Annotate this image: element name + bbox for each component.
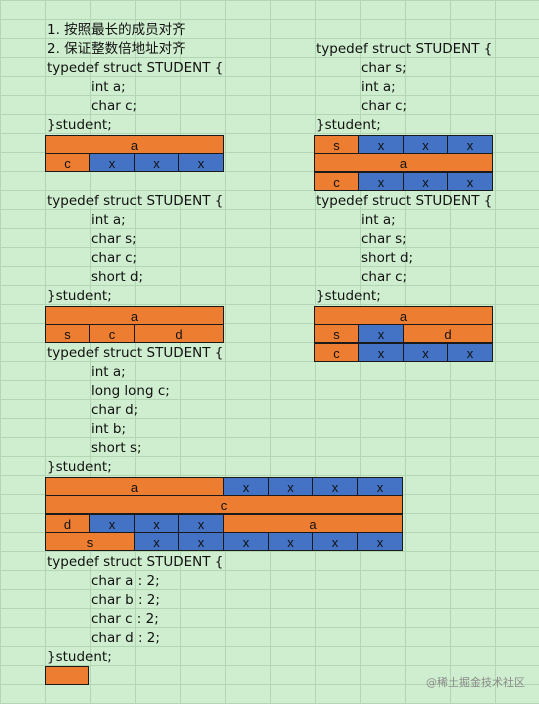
struct-member: char s; [361,231,407,247]
struct-member: short d; [361,250,414,266]
memory-cell-padding: x [178,532,224,551]
struct-member: short d; [91,269,144,285]
memory-cell-member: a [223,514,403,533]
struct-close: }student; [47,288,112,304]
memory-cell-padding: x [178,514,224,533]
memory-cell-padding: x [403,172,448,191]
memory-cell-padding: x [357,477,403,496]
struct-close: }student; [47,117,112,133]
struct-open: typedef struct STUDENT { [47,193,224,209]
memory-cell-member: d [403,324,493,343]
rule-2: 2. 保证整数倍地址对齐 [47,41,186,57]
memory-cell-member: s [45,532,135,551]
memory-cell-member: a [45,306,224,325]
struct-close: }student; [47,459,112,475]
struct-close: }student; [316,288,381,304]
struct-member: char s; [91,231,137,247]
memory-cell-member: c [314,343,359,362]
struct-open: typedef struct STUDENT { [47,554,224,570]
memory-cell-padding: x [268,477,313,496]
memory-cell-padding: x [178,153,224,172]
struct-member: char c; [91,98,138,114]
memory-cell-padding: x [223,532,269,551]
rule-1: 1. 按照最长的成员对齐 [47,22,186,38]
struct-member: char c; [91,250,138,266]
memory-cell-padding: x [312,532,358,551]
memory-cell-padding: x [447,172,493,191]
memory-cell-padding: x [403,135,448,154]
memory-cell-padding: x [358,324,404,343]
struct-open: typedef struct STUDENT { [47,60,224,76]
struct-open: typedef struct STUDENT { [47,345,224,361]
struct-member: char c : 2; [91,611,159,627]
struct-member: int a; [91,364,126,380]
memory-cell-member [45,666,89,685]
memory-cell-member: s [314,324,359,343]
memory-cell-member: a [45,135,224,154]
struct-member: int a; [91,79,126,95]
struct-close: }student; [47,649,112,665]
struct-member: char s; [361,60,407,76]
memory-cell-member: a [314,153,493,172]
memory-cell-member: a [45,477,224,496]
memory-cell-padding: x [268,532,313,551]
memory-cell-member: a [314,306,493,325]
memory-cell-padding: x [447,135,493,154]
memory-cell-padding: x [358,172,404,191]
memory-cell-member: s [314,135,359,154]
memory-cell-padding: x [134,514,179,533]
struct-member: int a; [91,212,126,228]
memory-cell-padding: x [403,343,448,362]
memory-cell-padding: x [134,532,179,551]
memory-cell-padding: x [358,135,404,154]
struct-member: char c; [361,269,408,285]
watermark: @稀土掘金技术社区 [426,676,525,689]
struct-member: char d; [91,402,139,418]
struct-member: int a; [361,79,396,95]
struct-close: }student; [316,117,381,133]
memory-cell-member: d [134,324,224,343]
memory-cell-padding: x [89,514,135,533]
memory-cell-padding: x [447,343,493,362]
struct-member: char d : 2; [91,630,160,646]
memory-cell-member: c [45,495,403,514]
struct-member: char a : 2; [91,573,160,589]
memory-cell-padding: x [134,153,179,172]
struct-member: short s; [91,440,142,456]
memory-cell-member: c [89,324,135,343]
struct-member: char b : 2; [91,592,160,608]
memory-cell-padding: x [223,477,269,496]
memory-cell-padding: x [89,153,135,172]
memory-cell-member: c [45,153,90,172]
memory-cell-member: c [314,172,359,191]
memory-cell-padding: x [312,477,358,496]
struct-member: int a; [361,212,396,228]
struct-open: typedef struct STUDENT { [316,193,493,209]
memory-cell-padding: x [358,343,404,362]
struct-member: long long c; [91,383,170,399]
memory-cell-member: s [45,324,90,343]
memory-cell-member: d [45,514,90,533]
memory-cell-padding: x [357,532,403,551]
struct-open: typedef struct STUDENT { [316,41,493,57]
struct-member: int b; [91,421,127,437]
struct-member: char c; [361,98,408,114]
